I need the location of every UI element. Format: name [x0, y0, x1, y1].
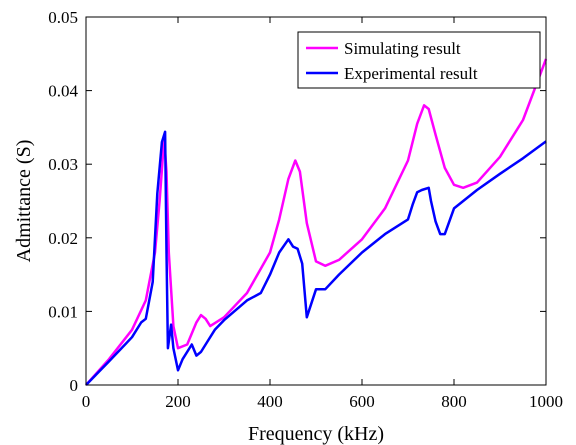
x-axis-title: Frequency (kHz)	[248, 423, 384, 445]
x-tick-label-2: 400	[257, 392, 283, 411]
x-tick-label-1: 200	[165, 392, 191, 411]
y-tick-label-5: 0.05	[48, 8, 78, 27]
series-line-1	[85, 130, 547, 386]
x-tick-label-3: 600	[349, 392, 375, 411]
legend-box	[297, 31, 541, 89]
legend: Simulating result Experimental result	[297, 31, 541, 89]
y-tick-label-4: 0.04	[48, 82, 78, 101]
tick-layer: 0 200 400 600 800 1000 0 0.01 0.02 0.03 0.04 0.05	[48, 8, 563, 411]
y-tick-label-1: 0.01	[48, 302, 78, 321]
y-axis-title: Admittance (S)	[13, 140, 35, 263]
y-tick-label-2: 0.02	[48, 229, 78, 248]
legend-label-simulating: Simulating result	[344, 39, 461, 58]
legend-label-experimental: Experimental result	[344, 64, 478, 83]
series-layer	[85, 58, 548, 386]
plot-frame	[85, 16, 547, 386]
y-tick-label-0: 0	[70, 376, 79, 395]
x-tick-label-4: 800	[441, 392, 467, 411]
x-tick-label-0: 0	[82, 392, 91, 411]
x-tick-label-5: 1000	[529, 392, 563, 411]
y-tick-label-3: 0.03	[48, 155, 78, 174]
